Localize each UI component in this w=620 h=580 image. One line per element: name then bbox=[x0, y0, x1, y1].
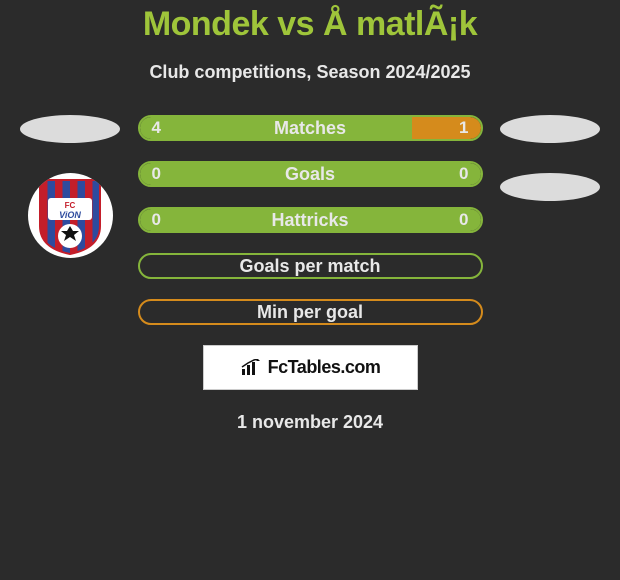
stat-label: Goals per match bbox=[140, 256, 481, 277]
stat-label: Matches bbox=[140, 118, 481, 139]
brand-box[interactable]: FcTables.com bbox=[203, 345, 418, 390]
club-badge-placeholder-right bbox=[500, 173, 600, 201]
stat-bar-hattricks: 0 Hattricks 0 bbox=[138, 207, 483, 233]
brand-text: FcTables.com bbox=[268, 357, 381, 378]
comparison-widget: Mondek vs Å matlÃ¡k Club competitions, S… bbox=[0, 0, 620, 433]
svg-text:ViON: ViON bbox=[59, 210, 81, 220]
player-photo-placeholder-left bbox=[20, 115, 120, 143]
main-area: FC ViON 4 Matches 1 bbox=[0, 115, 620, 325]
club-badge-left: FC ViON bbox=[28, 173, 113, 258]
stat-bar-matches: 4 Matches 1 bbox=[138, 115, 483, 141]
stat-bar-min-per-goal: Min per goal bbox=[138, 299, 483, 325]
right-player-column bbox=[498, 115, 603, 201]
left-player-column: FC ViON bbox=[18, 115, 123, 258]
stat-right-value: 1 bbox=[459, 118, 468, 138]
stat-bar-goals: 0 Goals 0 bbox=[138, 161, 483, 187]
stat-right-value: 0 bbox=[459, 210, 468, 230]
chart-icon bbox=[240, 359, 262, 377]
stat-label: Goals bbox=[140, 164, 481, 185]
player-photo-placeholder-right bbox=[500, 115, 600, 143]
stat-label: Min per goal bbox=[140, 302, 481, 323]
stat-label: Hattricks bbox=[140, 210, 481, 231]
stat-right-value: 0 bbox=[459, 164, 468, 184]
vion-badge-icon: FC ViON bbox=[36, 176, 104, 256]
stats-column: 4 Matches 1 0 Goals 0 0 Hattricks 0 Goal… bbox=[138, 115, 483, 325]
stat-bar-goals-per-match: Goals per match bbox=[138, 253, 483, 279]
date-text: 1 november 2024 bbox=[0, 412, 620, 433]
svg-text:FC: FC bbox=[65, 201, 76, 210]
page-title: Mondek vs Å matlÃ¡k bbox=[0, 5, 620, 44]
subtitle: Club competitions, Season 2024/2025 bbox=[0, 62, 620, 83]
